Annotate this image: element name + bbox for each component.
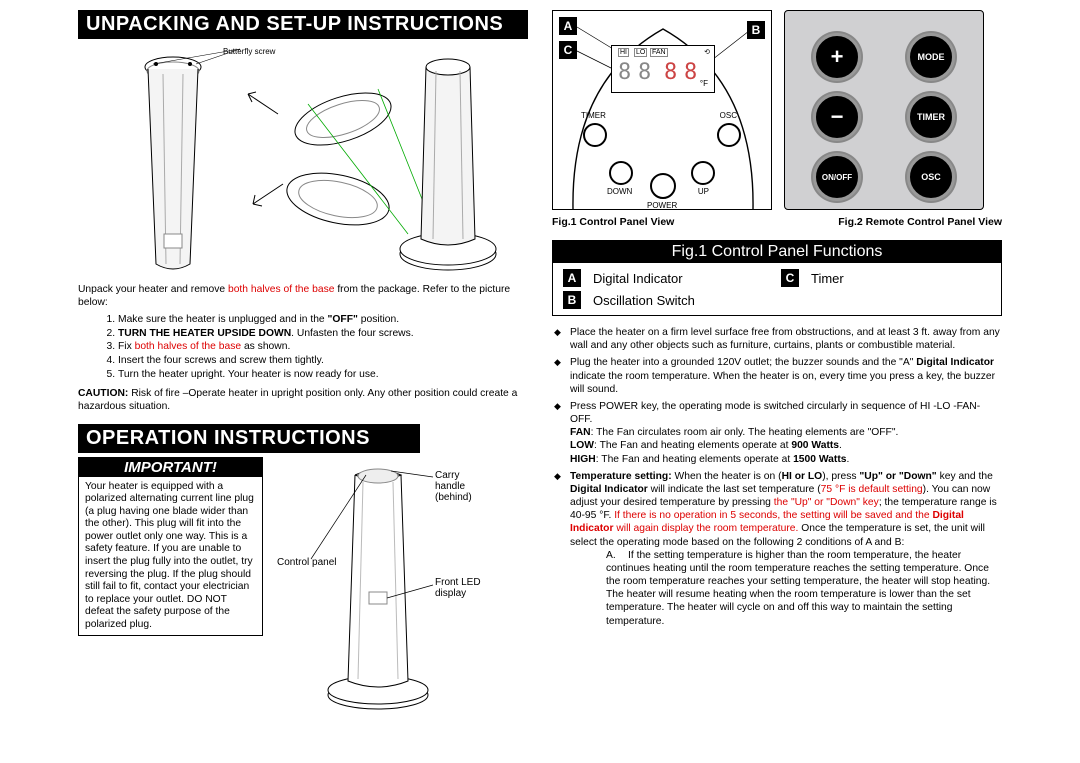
func-A-text: Digital Indicator: [593, 271, 773, 286]
seg-3: 8: [664, 60, 675, 85]
osc-icon: ⟲: [704, 48, 710, 56]
up-button[interactable]: [691, 161, 715, 185]
func-C-letter: C: [781, 269, 799, 287]
setup-steps: Make sure the heater is unplugged and in…: [118, 314, 528, 382]
remote-onoff-button[interactable]: ON/OFF: [813, 153, 861, 201]
control-panel-label: Control panel: [277, 557, 336, 568]
right-column: A B C HI LO FAN ⟲ °F 8: [540, 0, 1080, 763]
functions-grid: A Digital Indicator C Timer B Oscillatio…: [553, 263, 1001, 315]
figure-captions: Fig.1 Control Panel View Fig.2 Remote Co…: [552, 216, 1002, 228]
functions-title: Fig.1 Control Panel Functions: [553, 241, 1001, 263]
digital-display: HI LO FAN ⟲ °F 8 8 8 8: [611, 45, 715, 93]
remote-plus-button[interactable]: +: [813, 33, 861, 81]
up-button-label: UP: [698, 187, 709, 196]
control-panel-figure: A B C HI LO FAN ⟲ °F 8: [552, 10, 772, 210]
lo-indicator: LO: [634, 48, 647, 57]
func-B-text: Oscillation Switch: [593, 293, 773, 308]
heater-illustration: Carry handle (behind) Control panel Fron…: [273, 457, 483, 717]
timer-button-label: TIMER: [581, 111, 606, 120]
unpack-intro: Unpack your heater and remove both halve…: [78, 284, 528, 310]
unpack-intro-red: both halves of the base: [228, 284, 334, 295]
left-column: UNPACKING AND SET-UP INSTRUCTIONS Butter…: [0, 0, 540, 763]
important-body: Your heater is equipped with a polarized…: [79, 477, 262, 636]
bullet-3: Press POWER key, the operating mode is s…: [552, 400, 1002, 466]
operation-bullets: Place the heater on a firm level surface…: [552, 326, 1002, 628]
carry-handle-label: Carry handle (behind): [435, 470, 483, 503]
seg-1: 8: [618, 60, 629, 85]
fig1-caption: Fig.1 Control Panel View: [552, 216, 674, 228]
step-4: Insert the four screws and screw them ti…: [118, 355, 528, 368]
bullet-2: Plug the heater into a grounded 120V out…: [552, 356, 1002, 396]
step-2: TURN THE HEATER UPSIDE DOWN. Unfasten th…: [118, 328, 528, 341]
operation-header: OPERATION INSTRUCTIONS: [78, 424, 420, 453]
func-C-text: Timer: [811, 271, 991, 286]
step-5: Turn the heater upright. Your heater is …: [118, 369, 528, 382]
remote-panel-figure: + MODE − TIMER ON/OFF OSC: [784, 10, 984, 210]
func-A-letter: A: [563, 269, 581, 287]
front-led-label: Front LED display: [435, 577, 483, 599]
unpacking-illustration: Butterfly screw: [78, 39, 528, 284]
caution-line: CAUTION: Risk of fire –Operate heater in…: [78, 388, 528, 414]
unpacking-header: UNPACKING AND SET-UP INSTRUCTIONS: [78, 10, 528, 39]
high-line: HIGH: The Fan and heating elements opera…: [570, 453, 1002, 466]
degree-f: °F: [700, 79, 708, 88]
bullet-1: Place the heater on a firm level surface…: [552, 326, 1002, 352]
remote-osc-button[interactable]: OSC: [907, 153, 955, 201]
remote-minus-button[interactable]: −: [813, 93, 861, 141]
manual-page: UNPACKING AND SET-UP INSTRUCTIONS Butter…: [0, 0, 1080, 763]
operation-row: IMPORTANT! Your heater is equipped with …: [78, 457, 528, 717]
power-button[interactable]: [650, 173, 676, 199]
hi-indicator: HI: [618, 48, 629, 57]
step-3: Fix both halves of the base as shown.: [118, 341, 528, 354]
timer-button[interactable]: [583, 123, 607, 147]
functions-box: Fig.1 Control Panel Functions A Digital …: [552, 240, 1002, 316]
fan-indicator: FAN: [650, 48, 668, 57]
top-panels-row: A B C HI LO FAN ⟲ °F 8: [552, 10, 1002, 210]
low-line: LOW: The Fan and heating elements operat…: [570, 439, 1002, 452]
down-button[interactable]: [609, 161, 633, 185]
remote-mode-button[interactable]: MODE: [907, 33, 955, 81]
seg-2: 8: [638, 60, 649, 85]
fan-line: FAN: The Fan circulates room air only. T…: [570, 426, 1002, 439]
seg-4: 8: [684, 60, 695, 85]
osc-button[interactable]: [717, 123, 741, 147]
power-button-label: POWER: [647, 201, 677, 210]
remote-timer-button[interactable]: TIMER: [907, 93, 955, 141]
bullet-4: Temperature setting: When the heater is …: [552, 470, 1002, 628]
unpack-intro-1: Unpack your heater and remove: [78, 284, 228, 295]
step-1: Make sure the heater is unplugged and in…: [118, 314, 528, 327]
down-button-label: DOWN: [607, 187, 632, 196]
func-B-letter: B: [563, 291, 581, 309]
important-title: IMPORTANT!: [79, 458, 262, 477]
important-box: IMPORTANT! Your heater is equipped with …: [78, 457, 263, 637]
osc-button-label: OSC: [720, 111, 737, 120]
unpacking-svg: [78, 39, 528, 284]
fig2-caption: Fig.2 Remote Control Panel View: [838, 216, 1002, 228]
sub-condition-A: A.If the setting temperature is higher t…: [606, 549, 1002, 628]
